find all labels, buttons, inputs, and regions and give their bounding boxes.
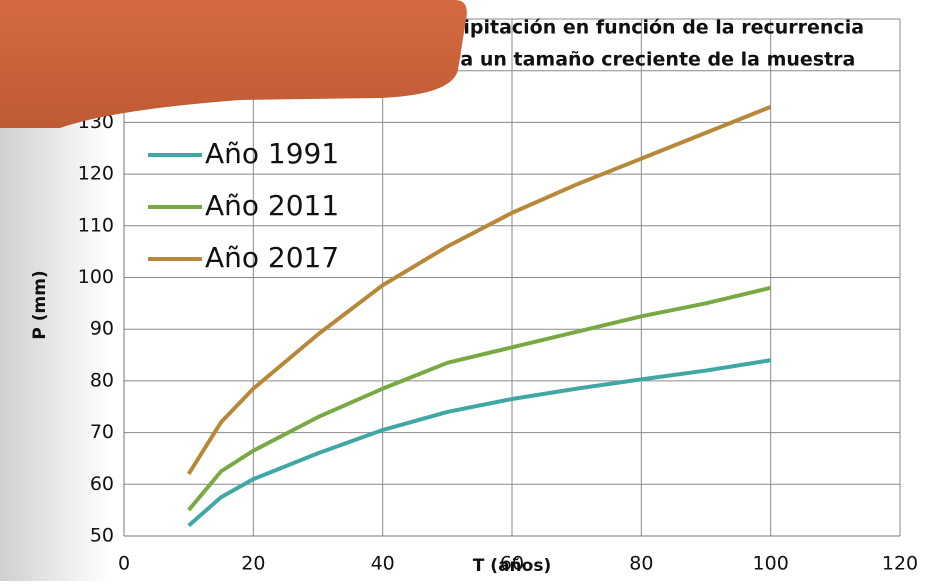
y-tick-label: 70 (90, 421, 114, 443)
legend-label: Año 2017 (205, 241, 339, 274)
x-tick-label: 20 (241, 553, 265, 575)
x-tick-label: 0 (118, 553, 130, 575)
y-tick-label: 80 (90, 369, 114, 391)
legend-label: Año 2011 (205, 189, 339, 222)
y-tick-label: 60 (90, 473, 114, 495)
chart: 5060708090100110120130140150020406080100… (0, 0, 935, 581)
legend-label: Año 1991 (205, 137, 339, 170)
chart-subtitle: para un tamaño creciente de la muestra (425, 49, 856, 71)
chart-title: Precipitación en función de la recurrenc… (416, 17, 864, 39)
y-tick-label: 100 (78, 266, 114, 288)
x-axis-label: T (años) (473, 556, 551, 576)
x-tick-label: 40 (371, 553, 395, 575)
y-tick-label: 110 (78, 214, 114, 236)
x-tick-label: 80 (629, 553, 653, 575)
page: {"chart_data": {"type": "line", "title":… (0, 0, 935, 581)
y-axis-label: P (mm) (30, 270, 50, 339)
x-tick-label: 120 (882, 553, 918, 575)
y-tick-label: 90 (90, 318, 114, 340)
y-tick-label: 120 (78, 163, 114, 185)
x-tick-label: 100 (753, 553, 789, 575)
y-tick-label: 50 (90, 525, 114, 547)
